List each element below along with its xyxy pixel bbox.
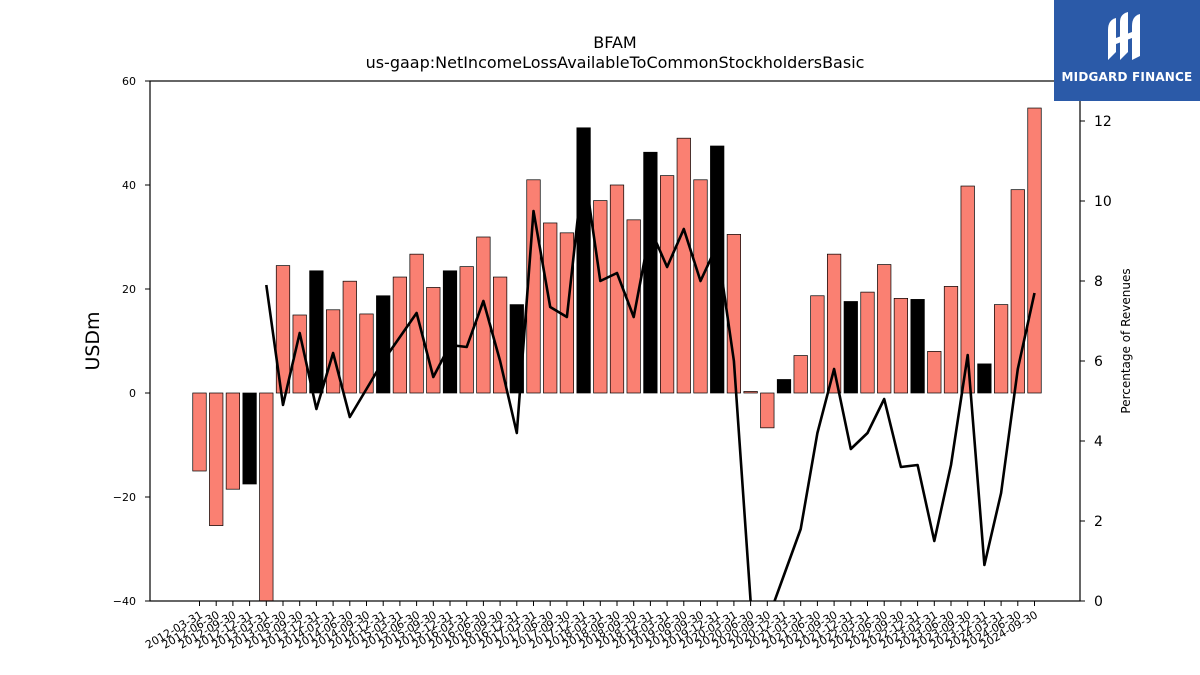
- y-tick-label: 0: [129, 387, 136, 400]
- y2-tick-label: 6: [1094, 354, 1103, 370]
- bar-2014-09-30: [359, 313, 374, 394]
- bar-2019-09-30: [693, 179, 708, 394]
- bar-2013-06-30: [275, 265, 291, 394]
- bar-2012-12-31: [242, 392, 257, 485]
- y-tick-label: 20: [122, 283, 136, 296]
- bar-2022-03-31: [860, 291, 875, 394]
- bar-2022-12-31: [910, 299, 925, 394]
- bar-2014-03-31: [326, 309, 341, 394]
- bar-2021-06-30: [810, 295, 825, 394]
- bar-2016-06-30: [476, 236, 491, 394]
- y-tick-label: −40: [113, 595, 136, 608]
- bar-2013-12-31: [309, 270, 324, 394]
- bar-2024-06-30: [1010, 189, 1025, 394]
- bar-series: [192, 107, 1042, 601]
- bar-2022-06-30: [877, 264, 892, 394]
- bar-2022-09-30: [893, 298, 909, 394]
- y2-tick-label: 2: [1094, 514, 1103, 530]
- bar-2021-09-30: [826, 253, 842, 394]
- midgard-logo-icon: [1108, 12, 1140, 60]
- y-tick-label: −20: [113, 491, 136, 504]
- chart-title: BFAM: [593, 33, 636, 52]
- bar-2021-03-31: [793, 355, 808, 394]
- bar-2012-03-31: [192, 392, 207, 472]
- y2-tick-label: 10: [1094, 194, 1112, 210]
- y2-axis-label: Percentage of Revenues: [1119, 268, 1133, 413]
- bar-2013-09-30: [292, 314, 307, 394]
- bar-2018-09-30: [626, 219, 641, 394]
- y2-tick-label: 4: [1094, 434, 1103, 450]
- bar-2019-06-30: [676, 137, 691, 394]
- y-axis-label: USDm: [82, 311, 104, 370]
- y2-tick-label: 8: [1094, 274, 1103, 290]
- percentage-line: [265, 163, 1036, 601]
- bar-2014-12-31: [376, 295, 391, 394]
- brand-logo: MIDGARD FINANCE: [1054, 0, 1200, 101]
- bar-2024-09-30: [1027, 107, 1042, 394]
- bar-2023-03-31: [927, 351, 942, 394]
- brand-name: MIDGARD FINANCE: [1061, 70, 1193, 84]
- bar-2019-12-31: [710, 145, 725, 394]
- bar-2013-03-31: [259, 392, 274, 601]
- bar-2012-09-30: [225, 392, 240, 490]
- y-tick-label: 40: [122, 179, 136, 192]
- bar-2019-03-31: [659, 175, 675, 394]
- chart-subtitle: us-gaap:NetIncomeLossAvailableToCommonSt…: [366, 53, 865, 72]
- bar-2023-12-31: [977, 363, 992, 394]
- bar-2020-06-30: [743, 391, 758, 394]
- bar-2024-03-31: [993, 304, 1009, 394]
- bar-2016-03-31: [459, 266, 474, 394]
- bar-2014-06-30: [342, 280, 357, 394]
- bar-2018-12-31: [643, 151, 658, 394]
- y2-tick-label: 0: [1094, 594, 1103, 610]
- bar-2020-12-31: [776, 379, 792, 394]
- bar-2023-09-30: [960, 185, 975, 394]
- bar-2015-06-30: [409, 253, 424, 394]
- bar-2021-12-31: [843, 301, 858, 394]
- bar-2016-09-30: [493, 276, 508, 394]
- bar-2018-03-31: [593, 200, 608, 394]
- bar-2023-06-30: [943, 286, 959, 394]
- y-tick-label: 60: [122, 75, 136, 88]
- bar-2012-06-30: [209, 392, 224, 526]
- bar-2015-12-31: [442, 270, 458, 394]
- y2-tick-label: 12: [1094, 114, 1112, 130]
- bar-2020-09-30: [760, 392, 775, 429]
- percentage-line-series: [265, 163, 1036, 601]
- plot-frame: [149, 80, 1081, 602]
